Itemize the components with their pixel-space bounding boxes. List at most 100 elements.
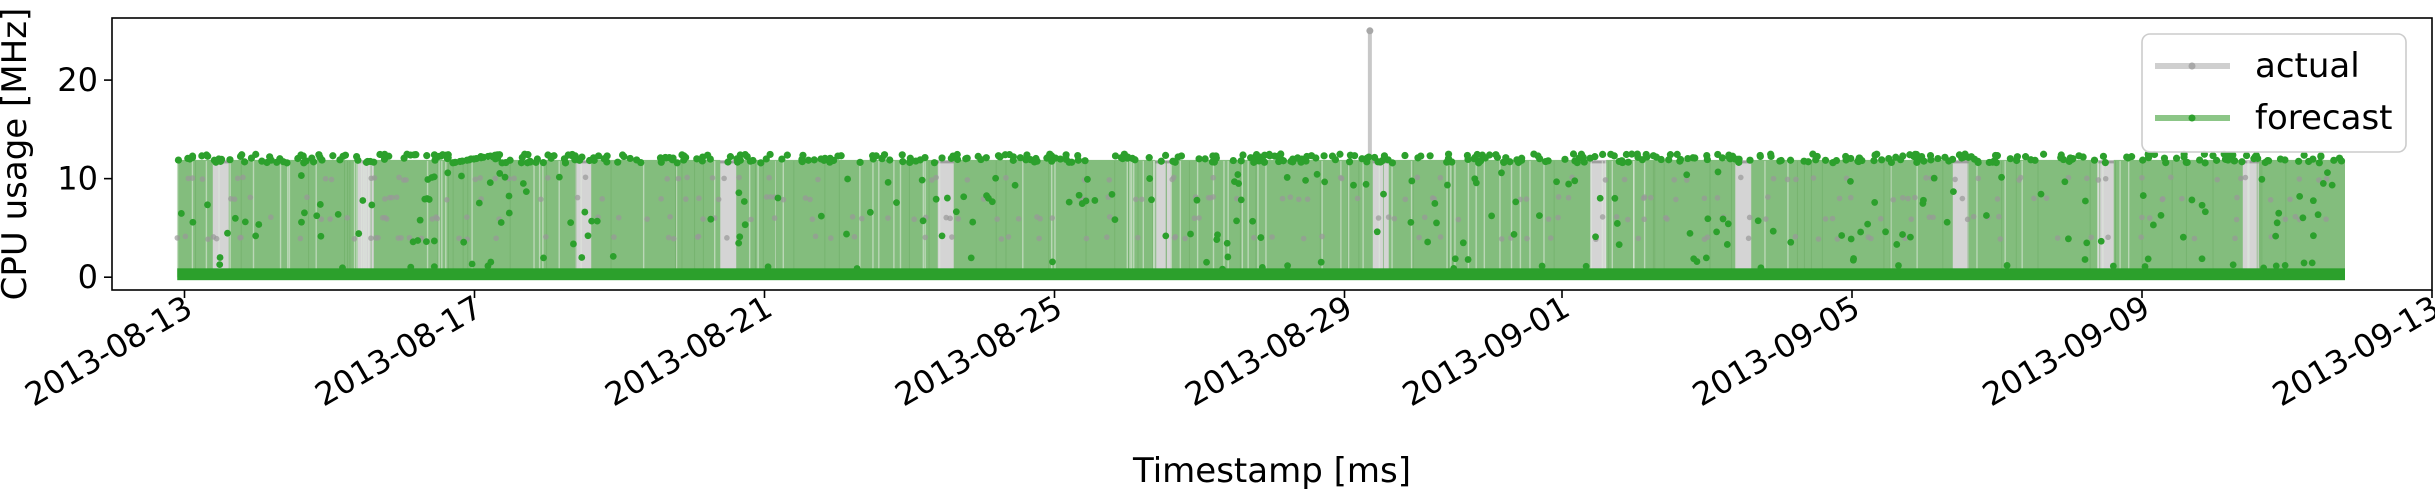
forecast-point	[493, 151, 502, 159]
actual-point	[1207, 195, 1214, 201]
forecast-point	[1177, 152, 1186, 160]
actual-point	[1287, 194, 1294, 200]
forecast-point	[1257, 234, 1265, 241]
forecast-point	[506, 156, 514, 164]
forecast-point	[618, 151, 627, 159]
forecast-point	[2081, 197, 2089, 205]
forecast-point	[414, 237, 422, 244]
actual-point	[2139, 174, 2145, 181]
x-axis-label: Timestamp [ms]	[1132, 451, 1411, 490]
forecast-point	[1643, 153, 1651, 161]
forecast-point	[1371, 153, 1379, 162]
legend: actual forecast	[2141, 33, 2407, 153]
forecast-point	[1893, 241, 1901, 248]
forecast-point	[177, 210, 185, 217]
forecast-point	[252, 150, 260, 158]
forecast-point	[741, 221, 749, 229]
forecast-point	[1633, 150, 1641, 158]
actual-point	[444, 196, 450, 203]
forecast-point	[1201, 155, 1209, 163]
actual-point	[947, 215, 953, 222]
forecast-point	[403, 150, 411, 158]
actual-point	[322, 175, 329, 182]
forecast-point	[241, 218, 249, 226]
actual-point	[1847, 194, 1854, 201]
forecast-point	[231, 214, 239, 222]
forecast-point	[1081, 157, 1089, 165]
actual-point	[1952, 176, 1958, 183]
actual-point	[1279, 195, 1286, 202]
forecast-point	[898, 151, 906, 159]
forecast-point	[962, 155, 970, 163]
forecast-point	[817, 212, 825, 220]
forecast-point	[1049, 258, 1056, 266]
forecast-point	[1195, 155, 1203, 163]
actual-point	[1770, 175, 1777, 182]
forecast-point	[1910, 153, 1919, 161]
forecast-point	[1735, 158, 1743, 166]
actual-point	[1338, 175, 1345, 182]
actual-point	[2267, 197, 2274, 203]
forecast-point	[1365, 153, 1373, 161]
forecast-point	[1444, 181, 1451, 189]
actual-point	[724, 235, 730, 241]
forecast-point	[423, 238, 430, 246]
forecast-point	[2101, 159, 2109, 167]
legend-label-actual: actual	[2255, 46, 2360, 86]
forecast-point	[726, 153, 735, 161]
forecast-point	[2003, 262, 2011, 269]
forecast-point	[458, 172, 465, 180]
actual-point	[748, 216, 754, 223]
forecast-point	[1553, 178, 1560, 186]
actual-point	[684, 174, 690, 181]
forecast-point	[1754, 217, 1762, 225]
forecast-point	[238, 151, 246, 159]
actual-point	[922, 234, 929, 241]
forecast-point	[1214, 231, 1221, 239]
actual-point	[2146, 215, 2153, 221]
forecast-point	[1237, 157, 1245, 165]
actual-point	[858, 215, 865, 222]
actual-point	[1083, 235, 1090, 242]
forecast-point	[668, 156, 676, 164]
plot-area	[174, 27, 2346, 281]
actual-point	[240, 174, 246, 181]
actual-point	[234, 175, 241, 182]
forecast-point	[1373, 228, 1381, 236]
actual-point	[736, 174, 742, 181]
forecast-point	[1686, 230, 1694, 237]
actual-point	[2088, 234, 2095, 241]
forecast-point	[2109, 262, 2117, 270]
forecast-point	[1016, 154, 1024, 162]
actual-point	[2095, 177, 2102, 183]
forecast-point	[486, 179, 494, 187]
forecast-point	[460, 238, 468, 246]
forecast-point	[339, 152, 347, 160]
forecast-point	[313, 212, 321, 220]
forecast-point	[662, 154, 670, 162]
legend-marker	[2188, 114, 2196, 122]
forecast-point	[893, 199, 900, 207]
forecast-point	[932, 195, 940, 203]
actual-point	[1295, 196, 1302, 203]
forecast-point	[943, 194, 951, 202]
forecast-point	[1464, 256, 1472, 263]
actual-point	[771, 215, 778, 221]
actual-point	[1182, 235, 1188, 242]
forecast-point	[575, 156, 584, 164]
actual-point	[2031, 195, 2037, 202]
forecast-point	[1847, 177, 1854, 185]
actual-point	[1621, 176, 1628, 183]
actual-point	[675, 175, 682, 182]
actual-point	[998, 236, 1005, 242]
forecast-point	[2201, 208, 2209, 216]
forecast-point	[2264, 157, 2272, 165]
forecast-band-segment	[228, 159, 358, 278]
forecast-point	[1424, 238, 1432, 246]
forecast-point	[1899, 231, 1906, 238]
forecast-point	[1974, 158, 1982, 167]
actual-point	[767, 194, 774, 200]
actual-point	[766, 174, 772, 181]
forecast-point	[2276, 155, 2285, 163]
forecast-point	[938, 232, 946, 240]
